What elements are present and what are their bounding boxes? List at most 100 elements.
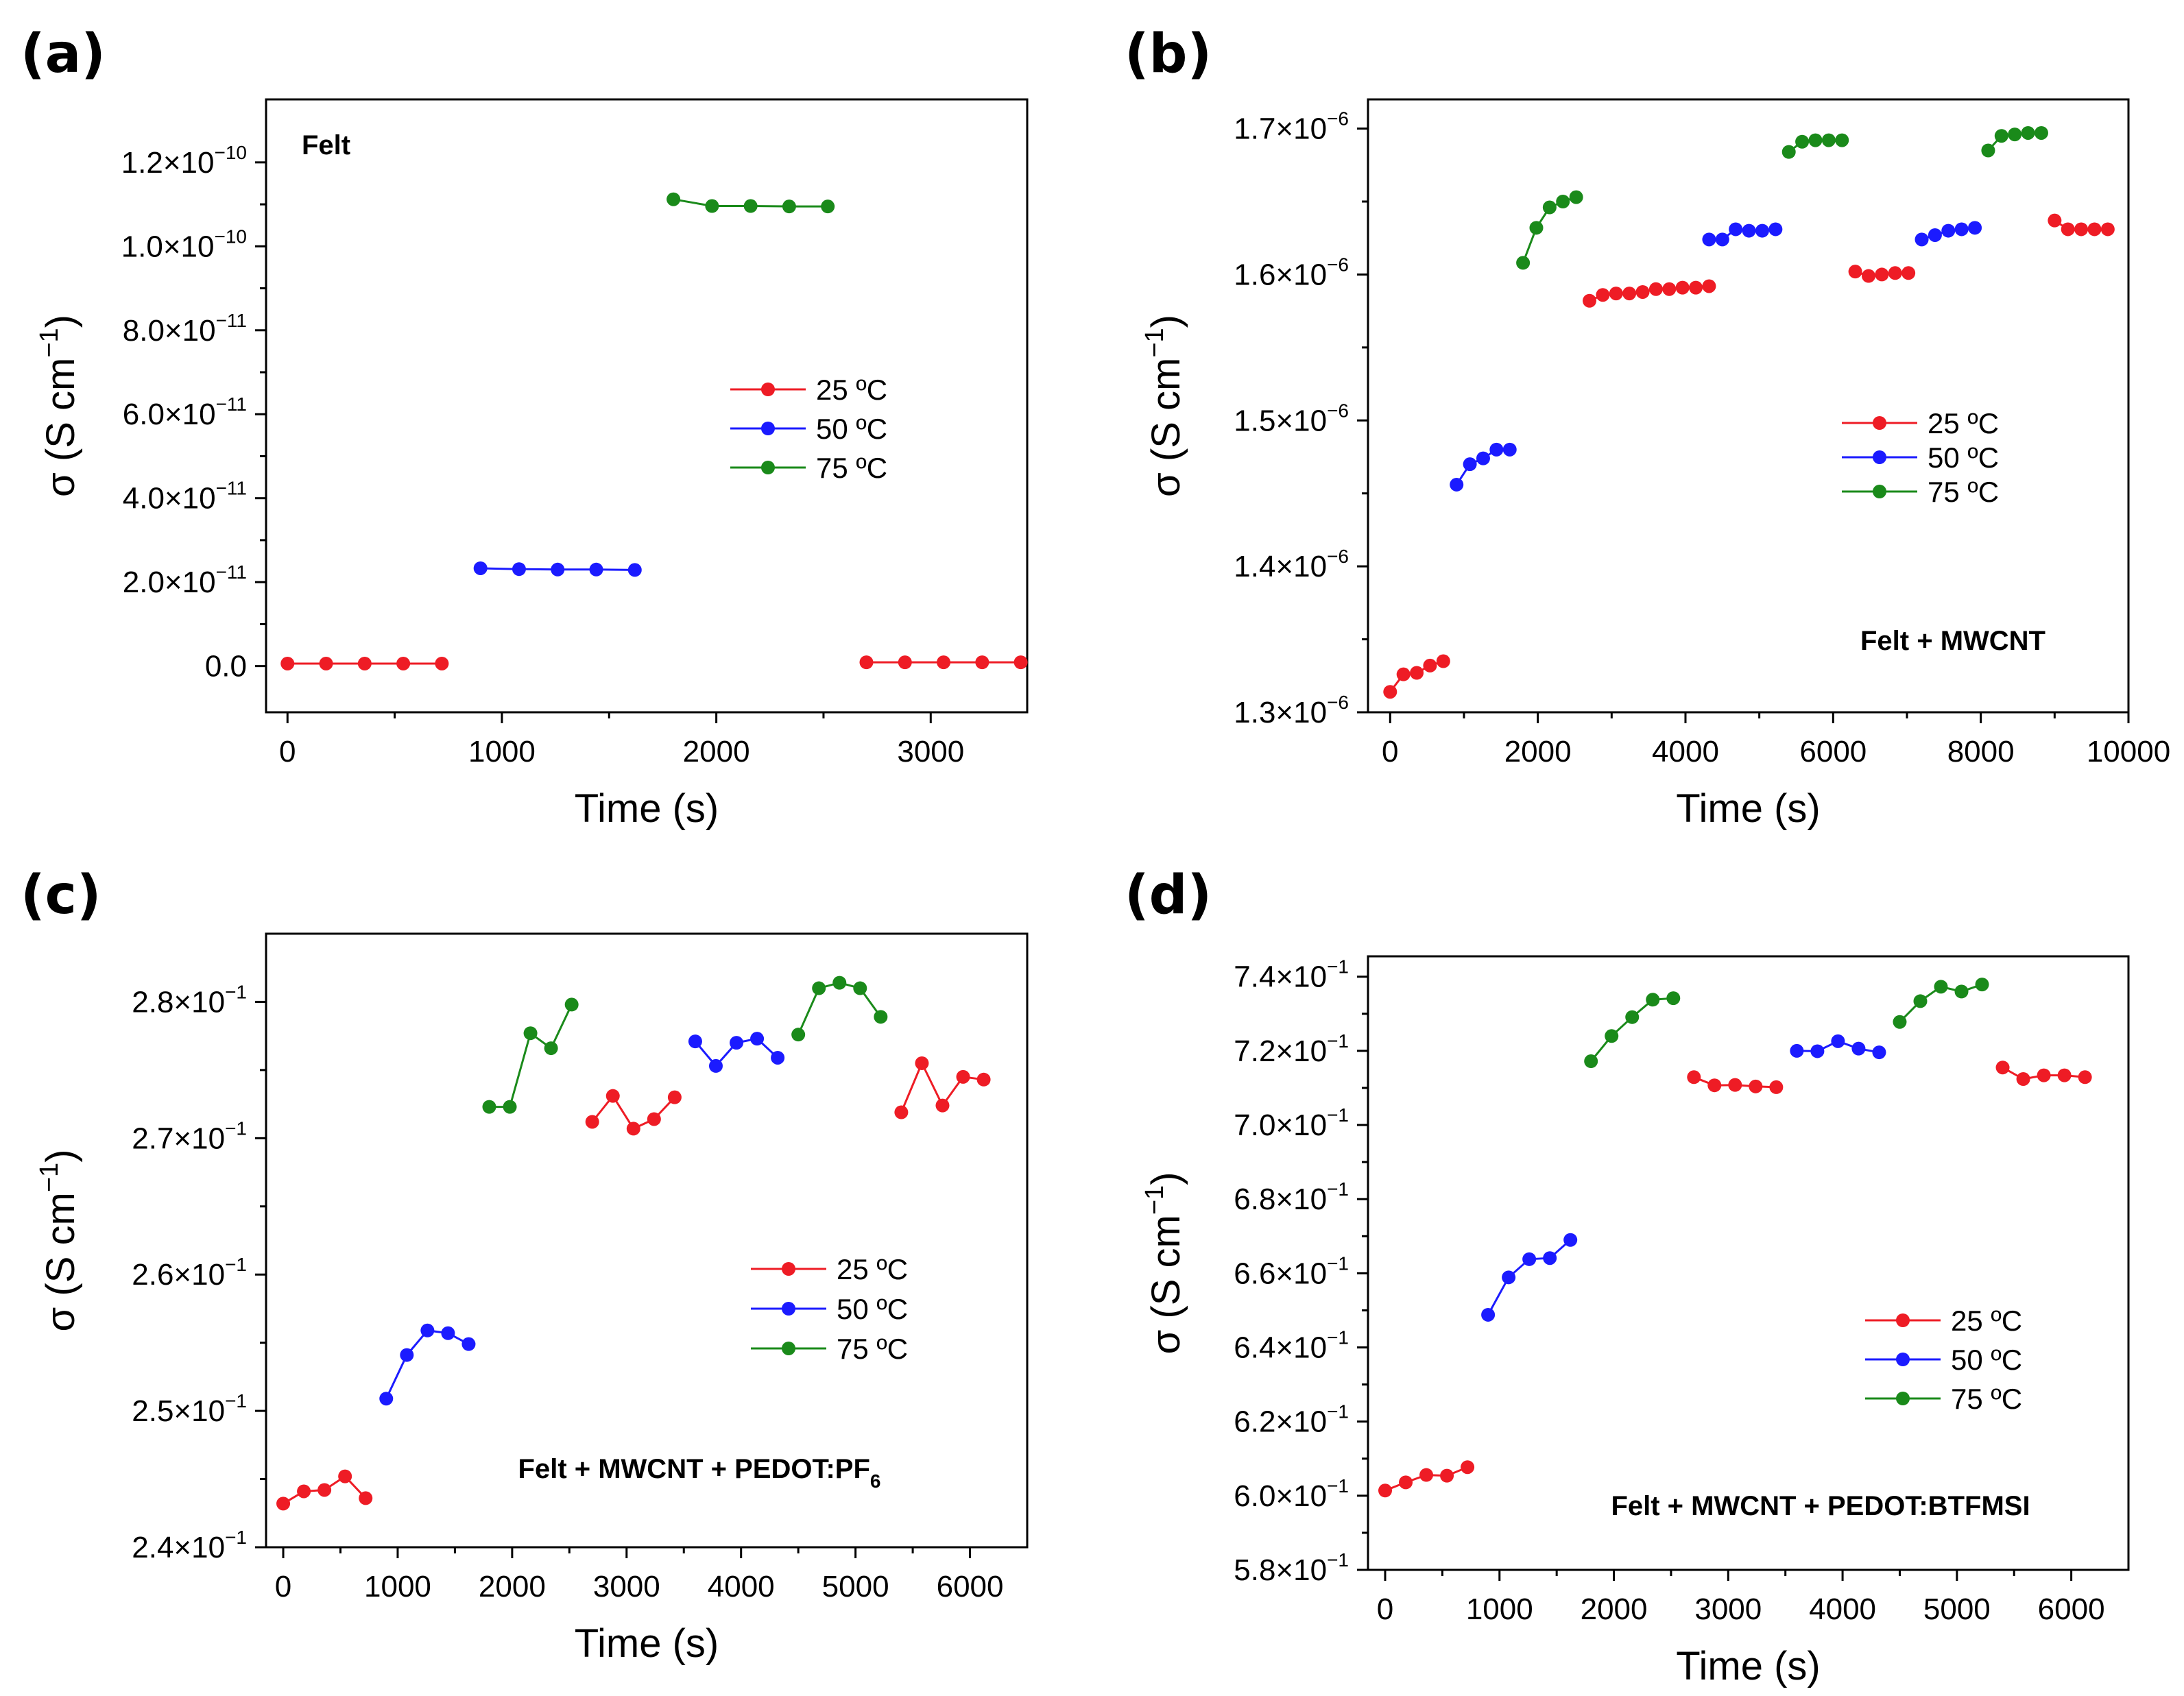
y-tick-label: 1.2×10−10 — [121, 142, 247, 180]
x-tick-label: 1000 — [468, 735, 536, 768]
data-point-75C — [1975, 978, 1989, 992]
y-tick-label: 5.8×10−1 — [1234, 1549, 1349, 1587]
legend-marker — [1873, 450, 1886, 464]
data-point-25C — [297, 1484, 311, 1499]
x-tick-label: 4000 — [1652, 735, 1719, 768]
data-point-75C — [1781, 145, 1796, 159]
data-point-75C — [1954, 984, 1969, 999]
data-point-25C — [1419, 1468, 1434, 1482]
y-tick-label: 6.0×10−11 — [123, 393, 247, 431]
data-point-25C — [1461, 1460, 1475, 1475]
data-point-50C — [1851, 1041, 1866, 1056]
data-point-25C — [1901, 266, 1916, 280]
x-axis-title: Time (s) — [1676, 786, 1820, 831]
data-point-50C — [688, 1034, 702, 1049]
panel-label: (d) — [1125, 864, 1212, 926]
x-tick-label: 3000 — [593, 1570, 660, 1603]
data-point-25C — [1707, 1078, 1722, 1093]
plot-frame — [1367, 955, 2130, 1571]
legend-entry: 25 ºC — [1951, 1305, 2022, 1337]
legend-marker — [761, 461, 775, 474]
y-tick-label: 6.2×10−1 — [1234, 1401, 1349, 1439]
y-tick-label: 7.0×10−1 — [1234, 1104, 1349, 1142]
data-point-50C — [1755, 223, 1769, 238]
data-point-25C — [2037, 1068, 2051, 1082]
data-point-25C — [1423, 658, 1437, 673]
data-point-50C — [1543, 1251, 1557, 1265]
legend-marker — [761, 383, 775, 396]
x-tick-label: 0 — [1377, 1592, 1393, 1626]
legend-marker — [782, 1342, 795, 1355]
legend-marker — [782, 1262, 795, 1276]
data-point-75C — [821, 199, 835, 214]
data-point-50C — [420, 1323, 435, 1337]
data-point-75C — [482, 1100, 496, 1114]
series-line-50C — [1487, 1239, 1572, 1316]
data-point-25C — [1635, 284, 1650, 299]
data-point-25C — [1749, 1079, 1763, 1093]
data-point-50C — [1954, 222, 1969, 237]
data-point-25C — [1648, 282, 1663, 296]
data-point-75C — [1795, 134, 1810, 149]
y-tick-label: 6.4×10−1 — [1234, 1327, 1349, 1365]
data-point-75C — [1529, 221, 1544, 235]
y-axis-title: σ (S cm−1) — [1140, 1172, 1188, 1355]
data-point-25C — [1396, 667, 1411, 681]
x-axis-title: Time (s) — [575, 1621, 719, 1666]
data-point-75C — [743, 199, 758, 213]
legend-entry: 25 ºC — [1928, 407, 1999, 439]
data-point-25C — [338, 1469, 352, 1483]
data-point-75C — [874, 1010, 888, 1024]
data-point-75C — [1994, 129, 2008, 143]
x-tick-label: 3000 — [1694, 1592, 1762, 1626]
data-point-50C — [1702, 232, 1716, 247]
x-tick-label: 6000 — [937, 1570, 1004, 1603]
data-point-50C — [1489, 442, 1504, 457]
plot-frame — [1367, 98, 2130, 714]
y-tick-label: 1.5×10−6 — [1234, 400, 1349, 437]
legend-entry: 75 ºC — [1951, 1383, 2022, 1415]
x-tick-label: 3000 — [897, 735, 964, 768]
y-axis-title: σ (S cm−1) — [35, 315, 83, 497]
data-point-50C — [1968, 221, 1982, 235]
data-point-25C — [319, 656, 333, 670]
data-point-25C — [1410, 666, 1424, 680]
data-point-75C — [544, 1041, 558, 1056]
data-point-25C — [359, 1491, 373, 1505]
data-point-50C — [1729, 222, 1743, 237]
x-tick-label: 0 — [275, 1570, 291, 1603]
legend-marker — [1896, 1392, 1910, 1405]
legend-entry: 25 ºC — [816, 374, 887, 406]
data-point-50C — [1563, 1233, 1578, 1247]
data-point-50C — [473, 561, 488, 575]
series-line-75C — [797, 982, 882, 1035]
data-point-25C — [894, 1105, 909, 1119]
x-axis-title: Time (s) — [575, 786, 719, 831]
data-point-25C — [2087, 222, 2102, 237]
data-point-75C — [1666, 991, 1681, 1006]
data-point-75C — [1808, 133, 1823, 147]
data-point-50C — [1502, 1270, 1516, 1285]
data-point-25C — [935, 1098, 950, 1113]
data-point-50C — [1831, 1034, 1845, 1048]
data-point-25C — [1596, 288, 1610, 302]
legend-entry: 75 ºC — [1928, 476, 1999, 508]
y-axis-title: σ (S cm−1) — [1140, 315, 1188, 497]
data-point-75C — [812, 981, 826, 995]
data-point-25C — [1436, 654, 1450, 668]
data-point-25C — [1383, 685, 1397, 699]
data-point-50C — [551, 562, 565, 577]
data-point-50C — [1742, 223, 1756, 238]
data-point-25C — [1675, 280, 1690, 295]
data-point-25C — [1875, 267, 1889, 282]
x-tick-label: 5000 — [1923, 1592, 1991, 1626]
data-point-25C — [1013, 655, 1028, 670]
x-tick-label: 2000 — [479, 1570, 546, 1603]
data-point-75C — [2021, 125, 2035, 140]
data-point-25C — [1622, 287, 1637, 301]
y-tick-label: 4.0×10−11 — [123, 478, 247, 516]
y-tick-label: 1.7×10−6 — [1234, 108, 1349, 146]
x-tick-label: 6000 — [2038, 1592, 2105, 1626]
sample-annotation: Felt — [302, 130, 350, 160]
